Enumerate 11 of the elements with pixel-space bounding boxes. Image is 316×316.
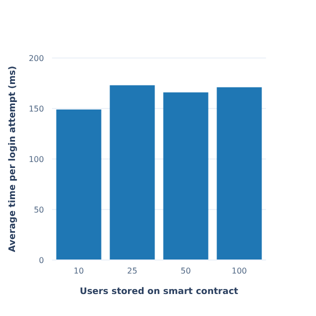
x-tick-label: 100	[232, 266, 247, 276]
x-tick-label: 25	[127, 266, 138, 276]
y-tick-label: 150	[28, 104, 44, 114]
y-tick-label: 100	[28, 154, 44, 164]
y-axis-title: Average time per login attempt (ms)	[8, 66, 18, 252]
y-tick-label: 0	[38, 256, 44, 265]
x-tick-label: 10	[74, 266, 84, 276]
y-tick-label: 50	[34, 205, 44, 214]
x-tick-label: 50	[180, 266, 191, 276]
x-axis-title: Users stored on smart contract	[80, 287, 239, 297]
y-tick-label: 200	[28, 54, 44, 63]
